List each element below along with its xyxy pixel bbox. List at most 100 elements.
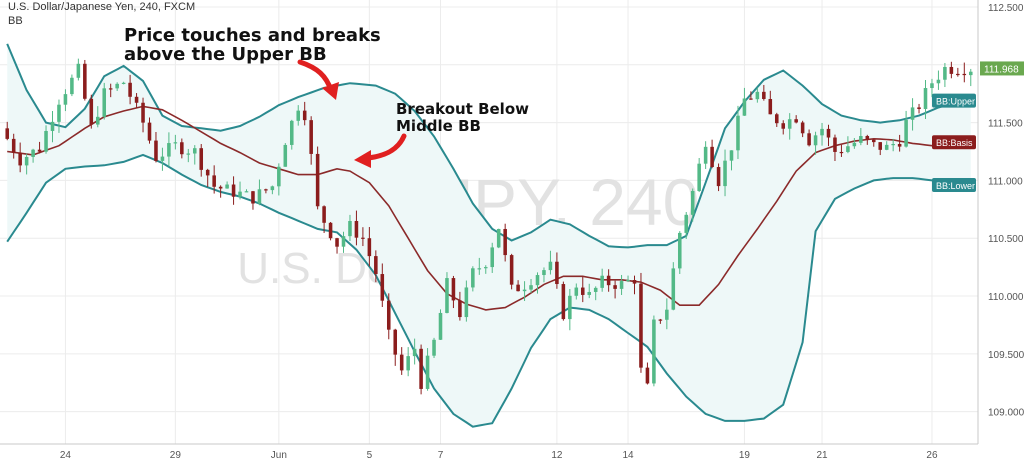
candle-body [677, 232, 682, 269]
candle [412, 338, 417, 365]
upper-band-line [6, 43, 971, 249]
candle-body [296, 110, 301, 121]
candle [768, 90, 773, 115]
candle [134, 93, 139, 108]
candle-body [639, 283, 643, 368]
time-axis-label: Jun [271, 450, 287, 461]
candle-body [859, 136, 863, 143]
arrow-middle-shaft [365, 133, 407, 161]
tag-lower-text: BB:Lower [936, 181, 975, 191]
candle [878, 142, 883, 156]
candle-body [652, 319, 656, 384]
candle [580, 276, 585, 303]
candle-body [141, 102, 145, 123]
candle-body [936, 79, 941, 84]
candle [509, 253, 514, 290]
candle-body [632, 280, 637, 284]
candle [199, 144, 204, 177]
candle-body [192, 148, 197, 154]
candle [361, 227, 365, 247]
tag-basis-bg [932, 135, 976, 150]
candle-body [871, 139, 876, 143]
candle-body [451, 278, 456, 301]
price-axis-label: 111.000 [988, 176, 1023, 187]
candle-body [522, 289, 527, 292]
candle [44, 125, 48, 154]
candle-body [606, 275, 611, 286]
candle [160, 147, 165, 171]
candle-body [626, 280, 630, 282]
candle-body [710, 146, 714, 168]
candle [619, 274, 624, 295]
candle [522, 281, 527, 302]
candle-body [645, 367, 650, 384]
candle-body [406, 356, 410, 371]
candle-body [95, 116, 100, 125]
candle-body [820, 128, 824, 136]
candle-body [186, 153, 191, 155]
candle-body [477, 268, 482, 270]
time-axis-label: 12 [551, 450, 563, 461]
candle-body [568, 295, 572, 320]
candle [173, 134, 178, 150]
candle [600, 268, 604, 292]
candle-body [800, 122, 805, 134]
candle-body [930, 83, 934, 89]
candle-body [205, 169, 210, 176]
candle [923, 80, 928, 120]
price-axis-label: 109.000 [988, 408, 1024, 419]
candle-body [270, 186, 275, 191]
candle-body [807, 133, 811, 146]
time-axis-label: 26 [926, 450, 938, 461]
candle-body [438, 312, 443, 340]
candle-body [781, 123, 786, 129]
candle [477, 257, 482, 275]
candle [471, 266, 475, 292]
candle-body [742, 98, 747, 116]
lower-band-line [6, 153, 971, 428]
time-axis-label: 24 [60, 450, 72, 461]
candle [723, 149, 727, 197]
candle [852, 137, 857, 149]
basis-line [7, 105, 971, 311]
candle [296, 105, 301, 126]
candle [593, 286, 598, 301]
candle-body [115, 83, 119, 89]
candle [57, 99, 61, 133]
candle [949, 61, 954, 79]
candle [897, 134, 902, 152]
candle [516, 280, 520, 292]
candle-body [529, 285, 533, 290]
candle-body [923, 88, 928, 109]
candle [826, 124, 831, 147]
candle-body [658, 319, 663, 321]
candle-body [516, 284, 520, 292]
last-price-text: 111.968 [984, 64, 1019, 75]
candle-body [774, 114, 779, 124]
candle [445, 272, 449, 314]
candle-body [852, 142, 857, 147]
candle-body [749, 98, 753, 100]
candle [968, 68, 973, 87]
candle-body [76, 63, 81, 78]
candle-body [5, 128, 10, 139]
candle [31, 148, 35, 163]
candle [374, 250, 378, 283]
candle-body [225, 184, 229, 189]
candle [257, 179, 262, 206]
candle-body [37, 149, 42, 152]
candle [548, 250, 553, 275]
candle [76, 58, 81, 81]
candle [936, 70, 941, 90]
candle-body [11, 138, 16, 153]
candle [251, 190, 255, 210]
candle [677, 231, 682, 274]
candle [180, 138, 184, 159]
candle [5, 121, 10, 141]
candle-body [121, 82, 126, 84]
candle-body [826, 128, 831, 138]
candle [626, 275, 630, 283]
candle [787, 113, 792, 140]
